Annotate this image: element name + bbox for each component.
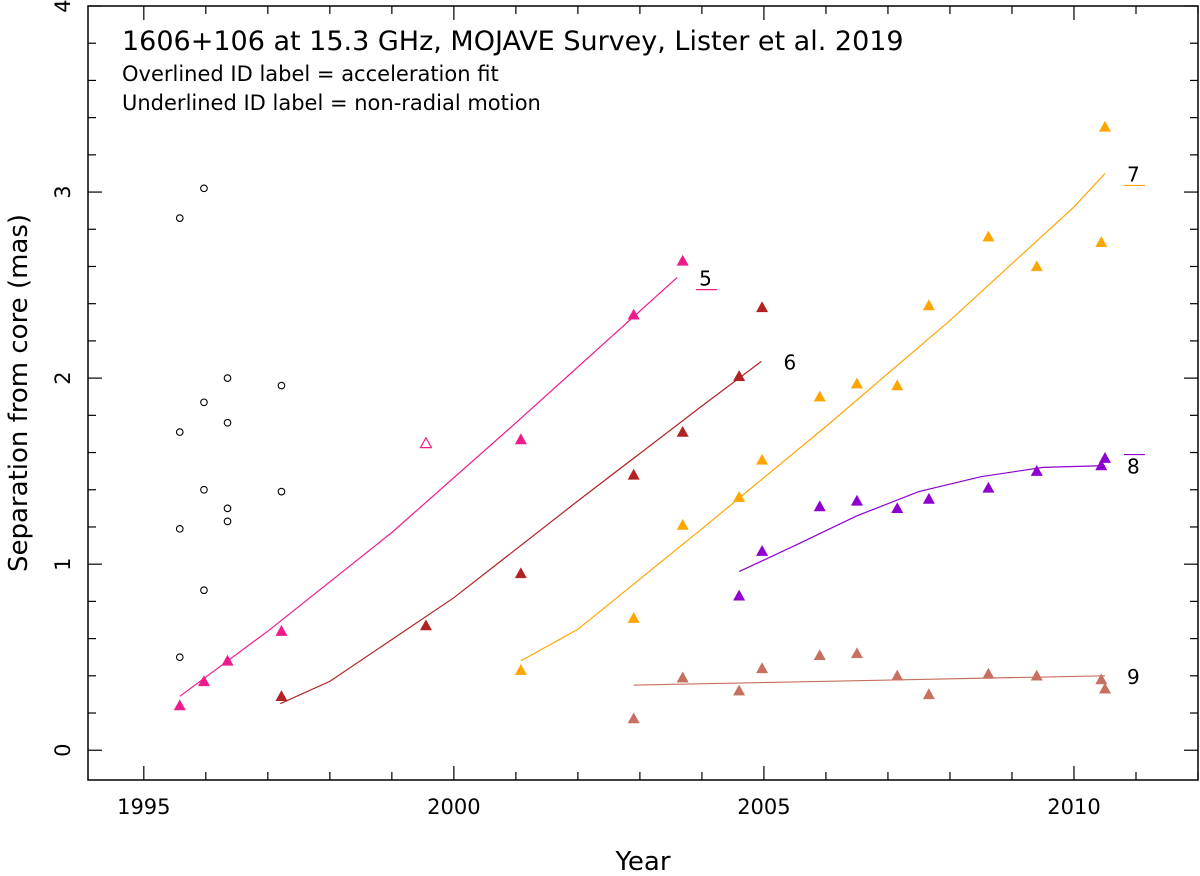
unassigned-point xyxy=(277,487,286,496)
point-comp-9 xyxy=(922,688,935,700)
axis-ticks xyxy=(88,5,1199,780)
point-comp-8 xyxy=(1098,452,1111,463)
point-comp-6 xyxy=(275,690,288,701)
note-acceleration: Overlined ID label = acceleration fit xyxy=(122,62,499,86)
point-comp-8 xyxy=(982,481,995,493)
fit-line-9 xyxy=(633,675,1106,686)
x-axis-label: Year xyxy=(614,847,670,876)
point-comp-6 xyxy=(627,468,640,480)
point-comp-7 xyxy=(1098,120,1111,132)
point-comp-5 xyxy=(221,654,234,666)
unassigned-point xyxy=(223,418,232,427)
point-comp-9 xyxy=(891,669,904,681)
point-comp-6 xyxy=(756,301,769,313)
point-comp-7 xyxy=(627,612,640,623)
component-id-labels: 5 6 7 8 9 xyxy=(696,162,1145,689)
unassigned-point xyxy=(175,214,184,222)
point-comp-9 xyxy=(676,671,689,683)
x-tick-label: 1995 xyxy=(117,795,170,819)
point-comp-9 xyxy=(627,712,640,724)
x-tick-label: 2005 xyxy=(737,795,790,819)
point-comp-7 xyxy=(850,377,863,389)
y-tick-label: 3 xyxy=(51,185,75,198)
unassigned-point xyxy=(223,504,232,513)
fit-line-5 xyxy=(179,277,678,697)
point-comp-7 xyxy=(756,453,769,465)
point-comp-8 xyxy=(891,502,904,514)
point-comp-7 xyxy=(733,491,746,502)
point-comp-8 xyxy=(850,494,863,506)
point-comp-5 xyxy=(676,254,689,266)
unassigned-point xyxy=(223,517,232,526)
point-comp-7 xyxy=(514,664,527,675)
data-points xyxy=(173,120,1111,724)
unassigned-point xyxy=(200,398,208,407)
unassigned-point xyxy=(200,586,208,595)
point-comp-9 xyxy=(982,667,995,679)
x-tick-label: 2010 xyxy=(1047,795,1100,819)
point-comp-9 xyxy=(1095,673,1108,685)
point-comp-7 xyxy=(891,379,904,391)
point-comp-5 xyxy=(275,625,288,636)
point-comp-9 xyxy=(1098,682,1111,694)
y-axis-label: Separation from core (mas) xyxy=(4,214,34,572)
point-comp-8 xyxy=(1030,465,1043,476)
id-label-7: 7 xyxy=(1127,162,1140,186)
point-comp-6 xyxy=(419,619,432,631)
point-comp-6 xyxy=(733,370,746,381)
point-comp-9 xyxy=(813,649,826,661)
point-comp-8 xyxy=(813,500,826,512)
fit-line-7 xyxy=(520,173,1106,662)
unassigned-point xyxy=(200,184,208,193)
point-comp-7 xyxy=(1030,260,1043,272)
id-label-5: 5 xyxy=(699,267,712,291)
fit-lines xyxy=(179,173,1106,705)
point-comp-5 xyxy=(627,308,640,320)
point-comp-8 xyxy=(733,589,746,601)
y-tick-label: 2 xyxy=(51,371,75,384)
id-label-8: 8 xyxy=(1127,455,1140,479)
point-comp-6 xyxy=(676,425,689,437)
unassigned-point xyxy=(175,653,184,662)
fit-line-8 xyxy=(738,465,1106,573)
fit-line-6 xyxy=(279,360,762,705)
point-comp-9 xyxy=(733,684,746,696)
y-tick-label: 0 xyxy=(51,744,75,757)
unassigned-point xyxy=(175,524,184,533)
point-comp-9 xyxy=(1030,669,1043,681)
open-point-comp-5 xyxy=(419,436,433,449)
point-comp-5 xyxy=(173,699,186,711)
point-comp-7 xyxy=(922,299,935,311)
point-comp-7 xyxy=(982,230,995,242)
plot-frame xyxy=(87,5,1199,781)
point-comp-9 xyxy=(756,662,769,674)
x-tick-label: 2000 xyxy=(427,795,480,819)
point-comp-8 xyxy=(1095,459,1108,471)
id-label-6: 6 xyxy=(783,350,796,374)
unassigned-point xyxy=(200,485,208,494)
unassigned-point xyxy=(175,428,184,436)
y-tick-label: 4 xyxy=(51,0,75,13)
unassigned-point xyxy=(277,381,286,390)
point-comp-7 xyxy=(676,518,689,530)
point-comp-5 xyxy=(514,433,527,445)
y-tick-label: 1 xyxy=(51,557,75,570)
tick-labels: 1995 2000 2005 2010 0 1 2 3 4 xyxy=(51,0,1101,819)
point-comp-8 xyxy=(756,545,769,556)
point-comp-7 xyxy=(813,390,826,402)
id-label-9: 9 xyxy=(1127,665,1140,689)
point-comp-7 xyxy=(1095,236,1108,247)
point-comp-6 xyxy=(514,567,527,579)
unassigned-point xyxy=(223,374,232,382)
chart-title: 1606+106 at 15.3 GHz, MOJAVE Survey, Lis… xyxy=(122,26,904,57)
point-comp-8 xyxy=(922,492,935,504)
point-comp-5 xyxy=(197,675,210,687)
note-non-radial: Underlined ID label = non-radial motion xyxy=(122,91,541,115)
point-comp-9 xyxy=(850,647,863,659)
